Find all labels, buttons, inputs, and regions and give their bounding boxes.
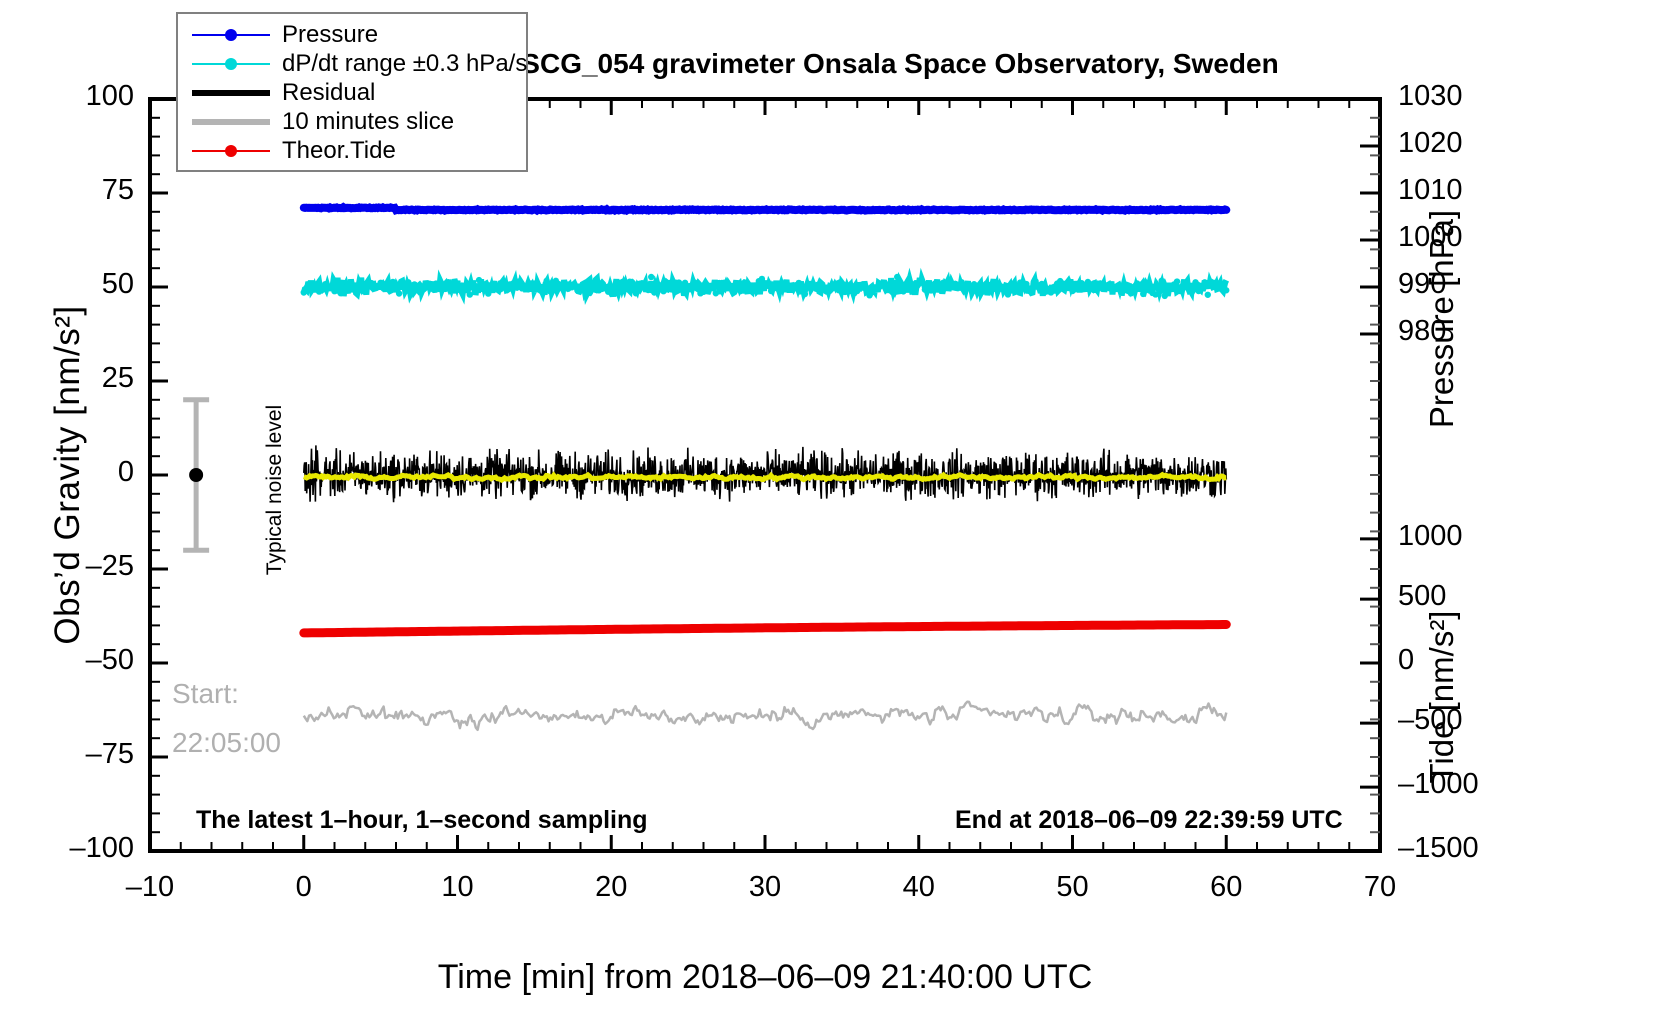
legend-label: Theor.Tide [282, 136, 396, 164]
data-series [299, 202, 1231, 732]
legend-item[interactable]: Pressure [178, 20, 526, 49]
legend-swatch-slice [192, 113, 270, 131]
start-label-line2: 22:05:00 [172, 727, 281, 758]
start-label-line1: Start: [172, 678, 239, 709]
legend-item[interactable]: dP/dt range ±0.3 hPa/s [178, 49, 528, 78]
legend-label: Residual [282, 78, 376, 106]
legend-item[interactable]: Residual [178, 78, 526, 107]
legend-label: dP/dt range ±0.3 hPa/s [282, 49, 528, 77]
sampling-note: The latest 1–hour, 1–second sampling [196, 806, 648, 834]
legend-item[interactable]: 10 minutes slice [178, 107, 526, 136]
legend-swatch-dpdt [192, 55, 270, 73]
x-axis-title: Time [min] from 2018–06–09 21:40:00 UTC [437, 958, 1093, 996]
legend-item[interactable]: Theor.Tide [178, 136, 526, 165]
end-time-note: End at 2018–06–09 22:39:59 UTC [955, 806, 1343, 834]
plot-annotations [183, 397, 210, 553]
legend: Pressure dP/dt range ±0.3 hPa/s Residual… [176, 12, 528, 172]
legend-swatch-pressure [192, 26, 270, 44]
legend-swatch-residual [192, 84, 270, 102]
legend-label: Pressure [282, 20, 379, 48]
typical-noise-level-label: Typical noise level [263, 404, 286, 576]
legend-label: 10 minutes slice [282, 107, 455, 135]
legend-swatch-tide [192, 142, 270, 160]
chart-title: SCG_054 gravimeter Onsala Space Observat… [521, 48, 1279, 79]
